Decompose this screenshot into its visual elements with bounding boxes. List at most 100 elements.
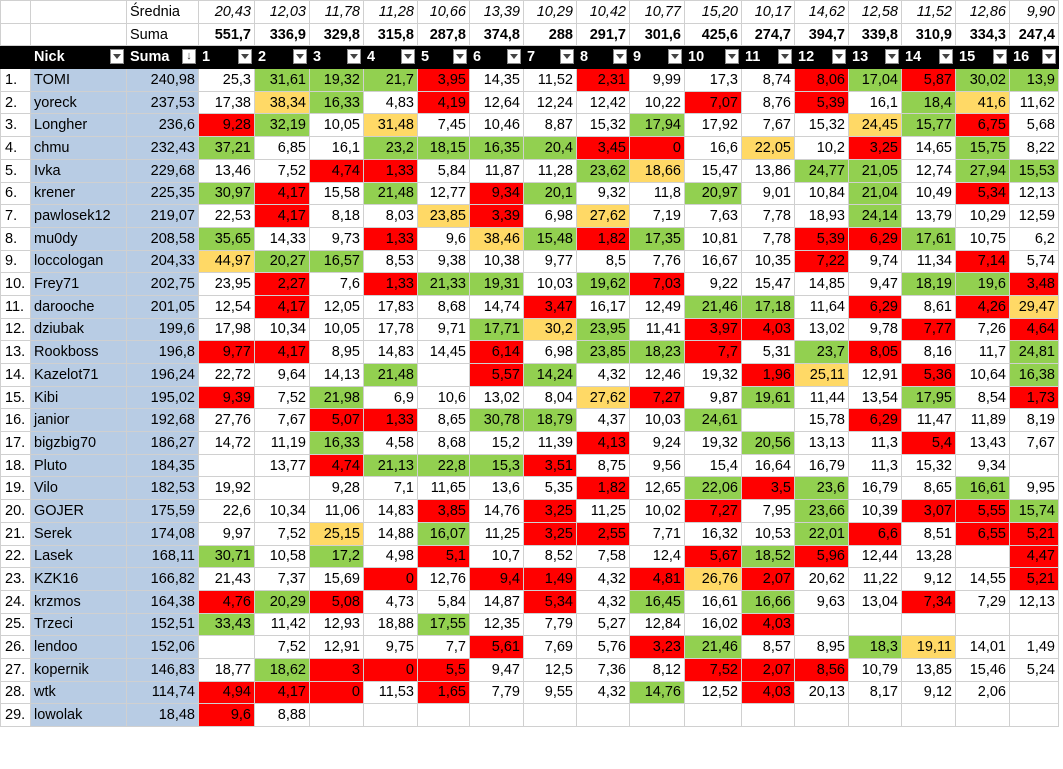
score-cell[interactable]: 7,26 [955,317,1010,342]
total-cell[interactable]: 201,05 [126,294,199,319]
score-cell[interactable]: 4,32 [576,680,630,705]
score-cell[interactable]: 14,13 [309,363,364,387]
score-cell[interactable]: 4,03 [741,317,795,342]
average-cell[interactable]: 14,62 [794,0,849,24]
score-cell[interactable]: 7,6 [309,272,364,296]
score-cell[interactable]: 21,46 [684,635,742,659]
score-cell[interactable]: 9,77 [523,249,577,274]
score-cell[interactable]: 18,88 [363,612,418,637]
score-cell[interactable]: 5,68 [1009,113,1059,138]
score-cell[interactable]: 7,67 [1009,431,1059,455]
score-cell[interactable]: 3,25 [523,521,577,546]
score-cell[interactable]: 13,02 [794,317,849,342]
score-cell[interactable]: 16,6 [684,136,742,160]
nick-cell[interactable]: chmu [30,136,127,160]
score-cell[interactable]: 8,17 [848,680,902,705]
score-cell[interactable]: 17,71 [469,317,524,342]
score-cell[interactable]: 4,94 [198,680,255,705]
score-cell[interactable]: 8,95 [794,635,849,659]
score-cell[interactable]: 17,35 [629,226,685,251]
score-cell[interactable]: 21,05 [848,158,902,183]
score-cell[interactable]: 17,94 [629,113,685,138]
score-cell[interactable]: 3,23 [629,635,685,659]
score-cell[interactable]: 15,32 [576,113,630,138]
score-cell[interactable]: 27,62 [576,385,630,410]
round-sum-cell[interactable]: 551,7 [198,22,255,47]
score-cell[interactable]: 7,67 [741,113,795,138]
filter-dropdown-icon[interactable] [725,49,739,65]
score-cell[interactable]: 2,55 [576,521,630,546]
round-sum-cell[interactable]: 334,3 [955,22,1010,47]
score-cell[interactable]: 5,39 [794,226,849,251]
score-cell[interactable]: 25,3 [198,68,255,92]
score-cell[interactable]: 5,21 [1009,521,1059,546]
total-cell[interactable]: 236,6 [126,113,199,138]
rank-cell[interactable]: 23. [0,567,31,591]
average-cell[interactable]: 20,43 [198,0,255,24]
score-cell[interactable]: 5,34 [523,589,577,614]
score-cell[interactable]: 22,06 [684,476,742,501]
score-cell[interactable]: 18,77 [198,657,255,682]
rank-cell[interactable]: 29. [0,703,31,727]
score-cell[interactable]: 14,35 [469,68,524,92]
score-cell[interactable] [198,635,255,659]
score-cell[interactable]: 2,06 [955,680,1010,705]
score-cell[interactable]: 5,08 [309,589,364,614]
score-cell[interactable]: 9,34 [955,453,1010,478]
score-cell[interactable]: 8,19 [1009,408,1059,433]
total-cell[interactable]: 164,38 [126,589,199,614]
score-cell[interactable]: 10,75 [955,226,1010,251]
score-cell[interactable]: 19,32 [684,431,742,455]
score-cell[interactable]: 15,32 [901,453,956,478]
score-cell[interactable]: 5,07 [309,408,364,433]
score-cell[interactable]: 7,52 [254,635,310,659]
score-cell[interactable]: 3,39 [469,204,524,228]
score-cell[interactable]: 9,97 [198,521,255,546]
score-cell[interactable]: 1,82 [576,476,630,501]
score-cell[interactable] [1009,612,1059,637]
score-cell[interactable]: 0 [363,567,418,591]
score-cell[interactable]: 11,3 [848,453,902,478]
score-cell[interactable]: 11,34 [901,249,956,274]
score-cell[interactable]: 12,5 [523,657,577,682]
header-round-13[interactable]: 13 [848,45,902,70]
score-cell[interactable]: 6,14 [469,340,524,364]
score-cell[interactable]: 10,84 [794,181,849,206]
score-cell[interactable]: 15,77 [901,113,956,138]
score-cell[interactable]: 7,03 [629,272,685,296]
rank-cell[interactable]: 22. [0,544,31,569]
score-cell[interactable]: 7,67 [254,408,310,433]
score-cell[interactable]: 17,3 [684,68,742,92]
score-cell[interactable]: 23,95 [576,317,630,342]
score-cell[interactable]: 10,49 [901,181,956,206]
score-cell[interactable]: 5,24 [1009,657,1059,682]
score-cell[interactable]: 7,69 [523,635,577,659]
total-cell[interactable]: 152,51 [126,612,199,637]
score-cell[interactable]: 31,48 [363,113,418,138]
score-cell[interactable]: 19,6 [955,272,1010,296]
score-cell[interactable]: 13,79 [901,204,956,228]
score-cell[interactable]: 9,73 [309,226,364,251]
score-cell[interactable]: 12,44 [848,544,902,569]
score-cell[interactable]: 6,75 [955,113,1010,138]
score-cell[interactable]: 16,64 [741,453,795,478]
score-cell[interactable]: 10,35 [741,249,795,274]
score-cell[interactable]: 17,95 [901,385,956,410]
score-cell[interactable]: 8,06 [794,68,849,92]
header-nick[interactable]: Nick [30,45,127,70]
score-cell[interactable]: 17,38 [198,90,255,115]
score-cell[interactable]: 13,54 [848,385,902,410]
rank-cell[interactable]: 26. [0,635,31,659]
score-cell[interactable]: 8,57 [741,635,795,659]
header-rank-cell[interactable] [0,45,31,70]
score-cell[interactable]: 12,93 [309,612,364,637]
score-cell[interactable] [741,408,795,433]
score-cell[interactable]: 16,02 [684,612,742,637]
score-cell[interactable]: 14,74 [469,294,524,319]
score-cell[interactable]: 7,27 [684,499,742,523]
score-cell[interactable]: 8,22 [1009,136,1059,160]
score-cell[interactable]: 7,78 [741,204,795,228]
round-sum-cell[interactable]: 315,8 [363,22,418,47]
score-cell[interactable]: 18,3 [848,635,902,659]
score-cell[interactable]: 12,35 [469,612,524,637]
